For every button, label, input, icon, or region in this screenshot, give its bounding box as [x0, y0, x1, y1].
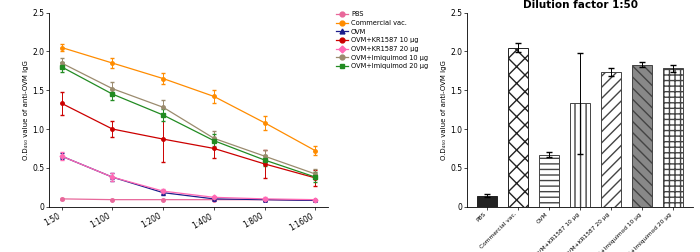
- Title: Dilution factor 1:50: Dilution factor 1:50: [522, 1, 638, 10]
- Bar: [633, 65, 652, 207]
- Y-axis label: O.D₄₅₀ value of anti-OVM IgG: O.D₄₅₀ value of anti-OVM IgG: [23, 60, 29, 160]
- Legend: PBS, Commercial vac., OVM, OVM+KR1587 10 μg, OVM+KR1587 20 μg, OVM+Imiquimod 10 : PBS, Commercial vac., OVM, OVM+KR1587 10…: [334, 9, 431, 72]
- Bar: [570, 103, 589, 207]
- Bar: [540, 155, 559, 207]
- Bar: [477, 196, 496, 207]
- Bar: [664, 69, 682, 207]
- Y-axis label: O.D₄₅₀ value of anti-OVM IgG: O.D₄₅₀ value of anti-OVM IgG: [441, 60, 447, 160]
- Bar: [601, 72, 621, 207]
- Bar: [508, 48, 528, 207]
